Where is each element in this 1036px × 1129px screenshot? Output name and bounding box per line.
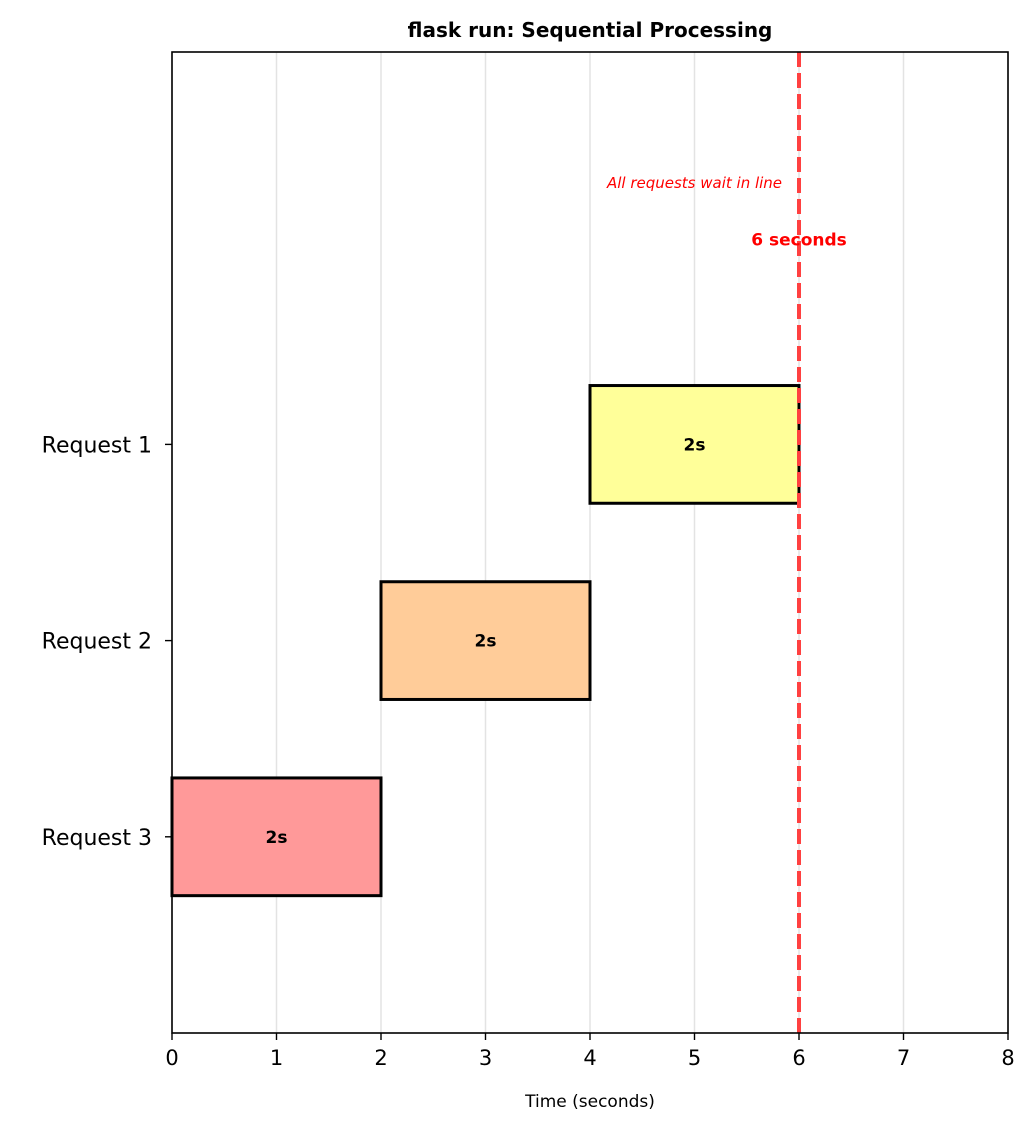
x-tick-label: 3 bbox=[479, 1046, 492, 1070]
x-tick-label: 8 bbox=[1001, 1046, 1014, 1070]
x-tick-label: 6 bbox=[792, 1046, 805, 1070]
x-tick-label: 5 bbox=[688, 1046, 701, 1070]
bar-label: 2s bbox=[684, 435, 706, 455]
x-tick-label: 2 bbox=[374, 1046, 387, 1070]
bar-label: 2s bbox=[475, 632, 497, 652]
x-tick-label: 4 bbox=[583, 1046, 596, 1070]
annotation: All requests wait in line bbox=[606, 174, 782, 192]
bar bbox=[170, 776, 383, 898]
x-tick-label: 1 bbox=[270, 1046, 283, 1070]
y-tick-label: Request 2 bbox=[42, 630, 152, 655]
y-tick-label: Request 3 bbox=[42, 826, 152, 851]
bar bbox=[379, 580, 592, 701]
x-tick-label: 0 bbox=[165, 1046, 178, 1070]
bar-label: 2s bbox=[266, 828, 288, 848]
x-axis-label: Time (seconds) bbox=[524, 1092, 655, 1112]
annotation: 6 seconds bbox=[751, 230, 847, 250]
y-tick-label: Request 1 bbox=[42, 433, 152, 458]
x-tick-label: 7 bbox=[897, 1046, 910, 1070]
chart-title: flask run: Sequential Processing bbox=[408, 18, 773, 42]
